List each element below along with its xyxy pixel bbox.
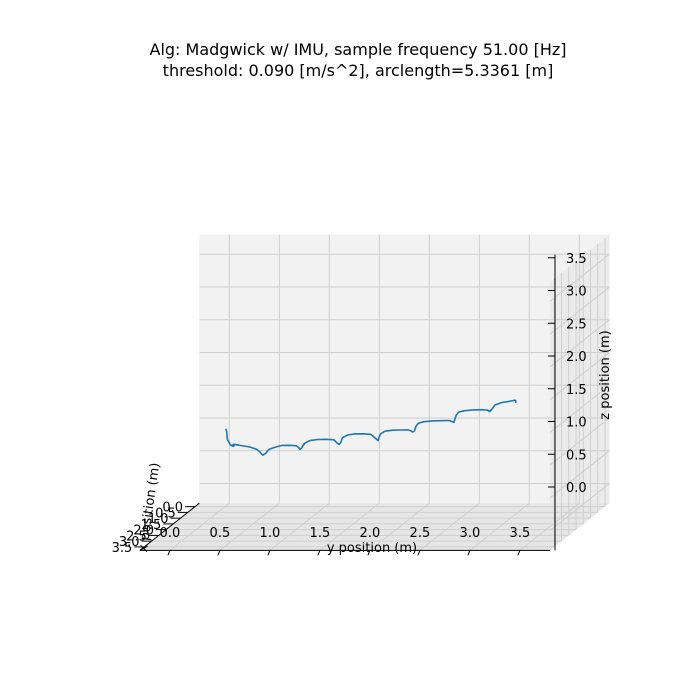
y-tick-label: 2.5 [410,526,431,541]
x-axis-line [139,502,200,551]
y-tick-label: 2.0 [360,526,381,541]
tick-marks [134,257,555,556]
grid-line-z-side [549,253,610,302]
chart-title: Alg: Madgwick w/ IMU, sample frequency 5… [150,40,567,59]
grid-line-y-floor [269,502,330,551]
y-tick-mark [417,550,421,556]
y-tick-mark [367,550,371,556]
y-tick-label: 1.5 [310,526,331,541]
z-tick-label: 0.0 [566,481,587,496]
y-tick-mark [267,550,271,556]
z-tick-label: 1.0 [566,416,587,431]
z-tick-label: 2.0 [566,350,587,365]
y-tick-label: 3.5 [510,526,531,541]
series-line [225,399,517,456]
axis-lines [139,254,556,551]
grid-line-y-floor [169,502,230,551]
z-tick-label: 3.0 [566,285,587,300]
tick-labels: 0.0 0.5 1.0 1.5 2.0 2.5 3.0 3.50.00.51.01.52.02… [112,252,587,556]
pane-back [199,234,610,504]
axes-panes [139,234,610,551]
y-tick-mark [467,550,471,556]
y-tick-mark [517,550,521,556]
z-tick-label: 2.5 [566,317,587,332]
grid-line-y-floor [519,502,580,551]
y-axis-label: y position (m) [327,541,417,556]
grid-line-y-floor [219,502,280,551]
chart-subtitle: threshold: 0.090 [m/s^2], arclength=5.33… [163,61,554,80]
z-tick-label: 3.5 [566,252,587,267]
x-tick-label: 3.5 [112,541,133,556]
x-tick-label: 2.0 [133,524,154,539]
z-tick-label: 0.5 [566,448,587,463]
y-tick-label: 0.0 [160,526,181,541]
grid-lines [144,234,610,551]
x-tick-label: 0.0 [162,501,183,516]
x-tick-label: 0.5 [155,506,176,521]
x-tick-label: 1.0 [148,512,169,527]
z-axis-label: z position (m) [598,330,613,419]
y-tick-mark [167,550,171,556]
grid-line-y-floor [319,502,380,551]
grid-line-y-floor [369,502,430,551]
grid-line-y-floor [419,502,480,551]
pane-floor [139,503,610,551]
y-tick-label: 0.5 [210,526,231,541]
y-tick-label: 3.0 [460,526,481,541]
grid-line-y-floor [469,502,530,551]
y-tick-mark [317,550,321,556]
z-tick-label: 1.5 [566,383,587,398]
x-tick-label: 3.0 [119,535,140,550]
y-tick-mark [217,550,221,556]
y-tick-label: 1.0 [260,526,281,541]
x-tick-label: 2.5 [126,529,147,544]
x-tick-label: 1.5 [141,518,162,533]
series-line-group [225,399,517,456]
